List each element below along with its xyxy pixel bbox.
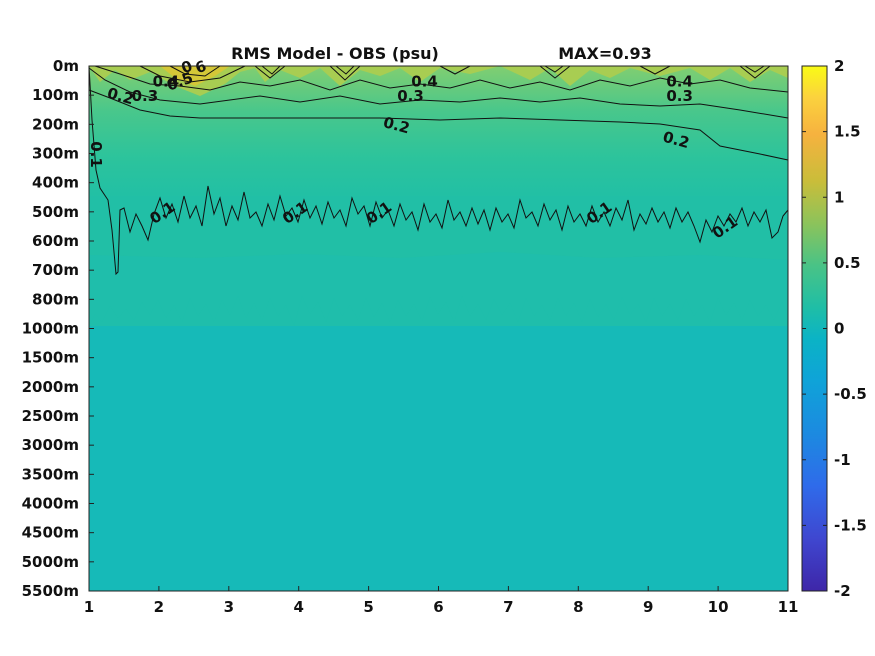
contour-label: 0.3 <box>132 87 159 105</box>
colorbar-tick-label: 1.5 <box>834 123 861 141</box>
colorbar-tick-label: 2 <box>834 57 844 75</box>
y-tick-label: 600m <box>32 232 79 250</box>
y-tick-label: 700m <box>32 261 79 279</box>
x-tick-label: 7 <box>503 598 513 616</box>
y-tick-label: 800m <box>32 290 79 308</box>
heatmap-jagged-edge <box>89 296 788 326</box>
contour-labels: 0.10.1 0.1 0.1 0.1 0.10.20.20.20.3 0.3 0.30.4 0… <box>87 57 741 243</box>
x-tick-label: 5 <box>363 598 373 616</box>
contour-label: 0.4 <box>153 73 180 91</box>
contour-line-0.5 <box>139 65 771 83</box>
colorbar-tick-label: -1.5 <box>834 516 867 534</box>
contour-line-0.1 <box>88 65 789 276</box>
contour-label: 0.4 <box>666 73 693 91</box>
x-tick-label: 2 <box>154 598 164 616</box>
contour-label: 0.4 <box>411 73 438 91</box>
contour-line-0.3 <box>88 67 789 119</box>
max-annotation: MAX=0.93 <box>558 44 652 63</box>
plot-area: 0.10.1 0.1 0.1 0.1 0.10.20.20.20.3 0.3 0.30.4 0… <box>87 57 789 591</box>
y-tick-label: 200m <box>32 115 79 133</box>
x-tick-label: 8 <box>573 598 583 616</box>
y-tick-label: 500m <box>32 203 79 221</box>
y-tick-label: 3000m <box>22 436 79 454</box>
heatmap-mid-band <box>89 196 788 260</box>
y-tick-label: 5500m <box>22 582 79 600</box>
contour-label: 0.1 <box>87 141 105 168</box>
y-tick-label: 4000m <box>22 495 79 513</box>
colorbar: 2 1.5 1 0.5 0 -0.5 -1 -1.5 -2 <box>801 57 867 600</box>
colorbar-tick-label: 0.5 <box>834 254 861 272</box>
colorbar-tick-label: -1 <box>834 451 851 469</box>
contour-label: 0.3 <box>397 87 424 105</box>
x-tick-label: 4 <box>293 598 303 616</box>
colorbar-tick-label: -0.5 <box>834 385 867 403</box>
colorbar-tick-label: -2 <box>834 582 851 600</box>
y-tick-label: 1000m <box>22 320 79 338</box>
y-tick-label: 400m <box>32 174 79 192</box>
y-tick-label: 1500m <box>22 349 79 367</box>
contour-line-0.6 <box>169 65 765 77</box>
x-tick-label: 9 <box>643 598 653 616</box>
colorbar-gradient <box>802 66 827 591</box>
contour-label: 0.3 <box>666 87 693 105</box>
y-tick-label: 2500m <box>22 407 79 425</box>
y-tick-label: 2000m <box>22 378 79 396</box>
colorbar-tick-label: 0 <box>834 320 844 338</box>
colorbar-tick-label: 1 <box>834 188 844 206</box>
x-axis: 1 2 3 4 5 6 7 8 9 10 11 <box>84 586 799 616</box>
x-tick-label: 11 <box>778 598 799 616</box>
x-tick-label: 6 <box>433 598 443 616</box>
y-axis: 0m 100m 200m 300m 400m 500m 600m 700m 800m 1000m 1… <box>22 57 94 600</box>
colorbar-ticks: 2 1.5 1 0.5 0 -0.5 -1 -1.5 -2 <box>802 57 867 600</box>
y-tick-label: 100m <box>32 86 79 104</box>
x-tick-label: 3 <box>224 598 234 616</box>
contour-line-0.2 <box>88 89 789 161</box>
chart-title: RMS Model - OBS (psu) <box>231 44 439 63</box>
x-tick-label: 1 <box>84 598 94 616</box>
y-tick-label: 300m <box>32 145 79 163</box>
contour-line-0.4 <box>94 65 789 93</box>
y-tick-label: 4500m <box>22 524 79 542</box>
x-tick-label: 10 <box>708 598 729 616</box>
y-tick-label: 5000m <box>22 553 79 571</box>
y-tick-label: 3500m <box>22 465 79 483</box>
contour-lines <box>88 65 789 276</box>
y-tick-label: 0m <box>53 57 79 75</box>
